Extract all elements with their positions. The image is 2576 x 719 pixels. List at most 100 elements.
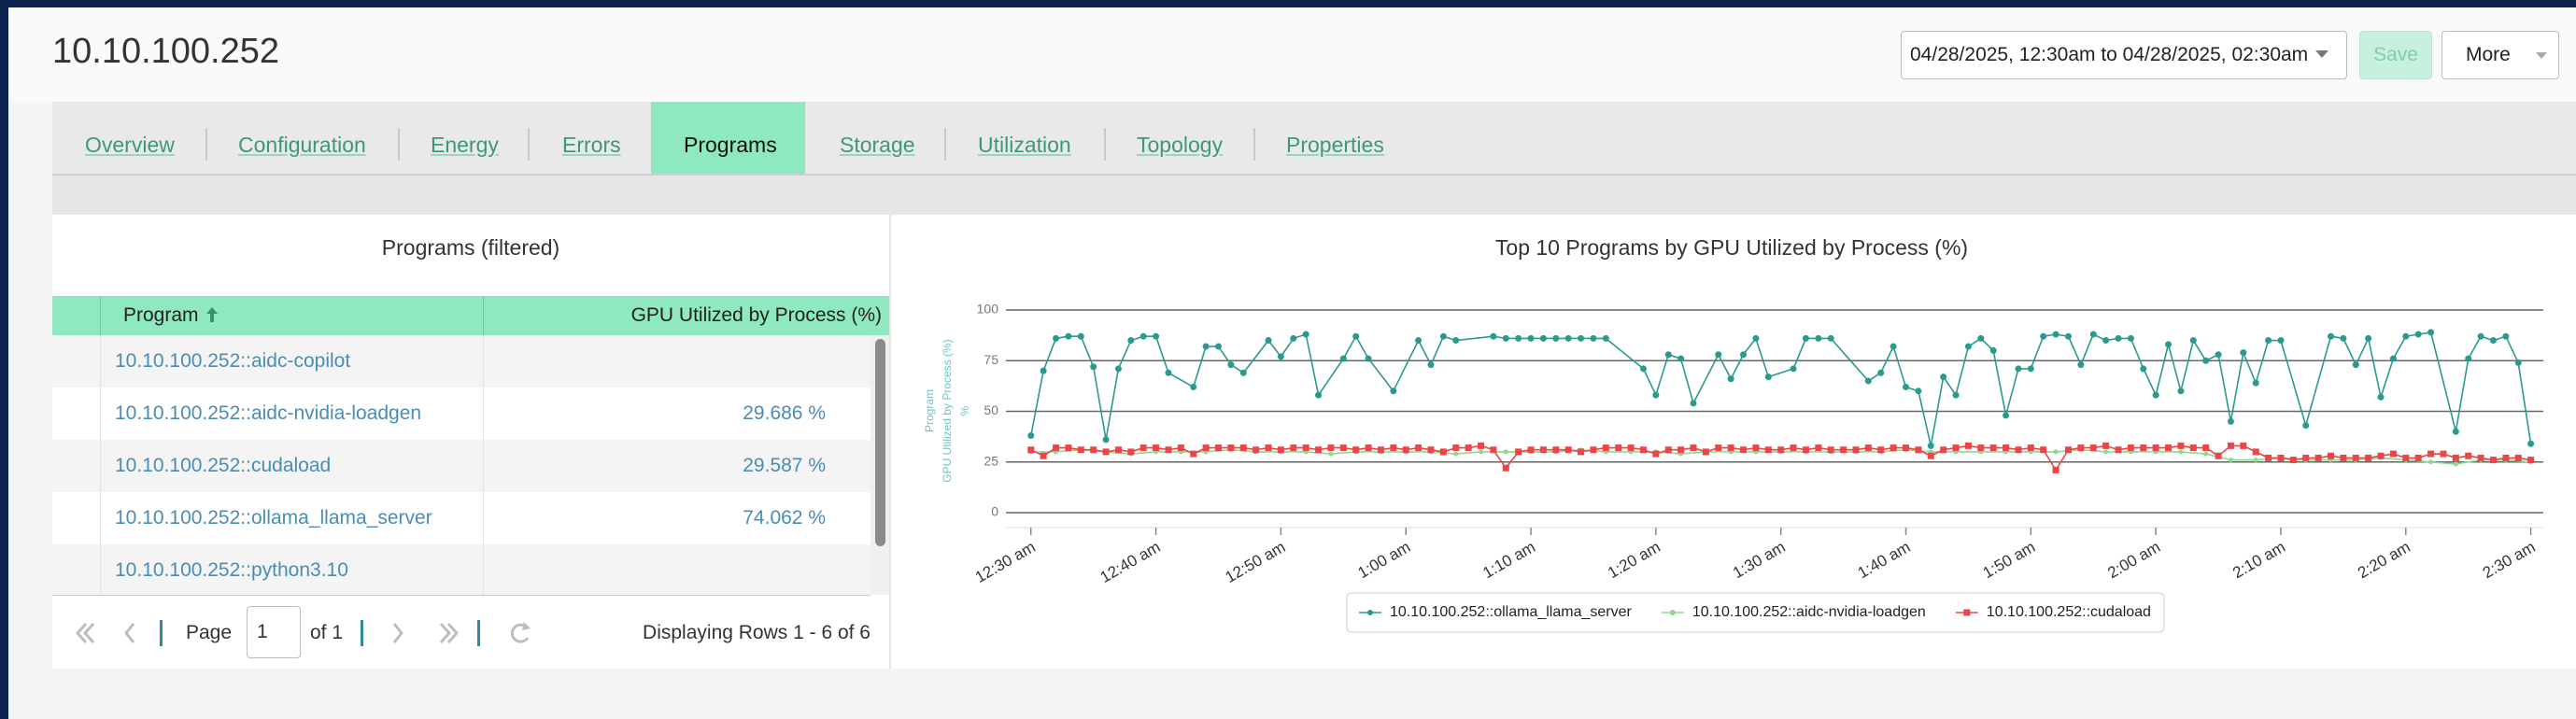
tab[interactable]: Programs <box>684 133 777 157</box>
point <box>1478 442 1485 449</box>
y-tick-label: 0 <box>991 504 998 519</box>
point <box>2340 334 2347 342</box>
save-button[interactable]: Save <box>2359 31 2432 79</box>
point <box>1053 444 1060 452</box>
x-tick-label: 2:10 am <box>2229 538 2288 582</box>
point <box>1715 444 1722 452</box>
program-cell[interactable]: 10.10.100.252::cudaload <box>115 455 332 476</box>
last-page[interactable] <box>439 622 460 644</box>
point <box>1877 446 1885 454</box>
column-header[interactable]: Program <box>123 296 219 335</box>
next-page[interactable] <box>392 623 403 643</box>
prev-page[interactable] <box>124 623 135 643</box>
tab[interactable]: Errors <box>562 133 621 157</box>
point <box>1827 446 1834 454</box>
point <box>2052 466 2059 473</box>
tab[interactable]: Overview <box>85 133 175 157</box>
point <box>1578 448 1585 456</box>
more-text: More <box>2466 44 2511 65</box>
point <box>1114 446 1122 454</box>
point <box>1277 446 1284 454</box>
point <box>2489 457 2497 464</box>
point <box>1139 332 1147 340</box>
point <box>1539 446 1547 454</box>
point <box>2277 454 2285 461</box>
page-input[interactable]: 1 <box>247 606 301 658</box>
point <box>2140 365 2147 373</box>
tab[interactable]: Properties <box>1286 133 1384 157</box>
point <box>1253 446 1260 454</box>
point <box>1903 444 1910 452</box>
table-row[interactable]: 10.10.100.252::python3.10 <box>52 544 870 595</box>
table-row[interactable]: 10.10.100.252::cudaload 29.587 % <box>52 440 870 493</box>
table-row[interactable]: 10.10.100.252::ollama_llama_server 74.062… <box>52 492 870 545</box>
point <box>2089 331 2097 338</box>
tab[interactable]: Energy <box>431 133 499 157</box>
point <box>1802 446 1809 454</box>
tab[interactable]: Storage <box>840 133 915 157</box>
point <box>2377 452 2385 459</box>
point <box>1214 444 1222 452</box>
x-tick-label: 1:40 am <box>1855 538 1914 582</box>
y-tick-label: 100 <box>977 302 999 317</box>
x-tick-label: 12:50 am <box>1223 538 1289 586</box>
point <box>2228 458 2233 463</box>
tab[interactable]: Utilization <box>978 133 1071 157</box>
point <box>1352 446 1360 454</box>
program-cell[interactable]: 10.10.100.252::python3.10 <box>115 559 348 581</box>
point <box>1590 334 1597 342</box>
tab[interactable]: Topology <box>1137 133 1224 157</box>
point <box>1790 444 1797 452</box>
point <box>1964 442 1972 449</box>
tab-separator <box>205 128 207 161</box>
program-cell[interactable]: 10.10.100.252::ollama_llama_server <box>115 507 432 529</box>
table-row[interactable]: 10.10.100.252::aidc-nvidia-loadgen 29.686… <box>52 388 870 441</box>
point <box>1202 444 1210 452</box>
tab[interactable]: Configuration <box>238 133 366 157</box>
point <box>1903 383 1910 390</box>
program-cell[interactable]: 10.10.100.252::aidc-nvidia-loadgen <box>115 402 422 424</box>
point <box>2077 444 2085 452</box>
date-range-picker[interactable]: 04/28/2025, 12:30am to 04/28/2025, 02:30… <box>1901 31 2347 79</box>
point <box>2003 444 2010 452</box>
point <box>1302 444 1309 452</box>
point <box>2527 457 2535 464</box>
y-axis-label: % <box>958 405 971 416</box>
point <box>1427 446 1435 454</box>
point <box>1652 391 1660 399</box>
point <box>2328 452 2335 459</box>
table-title: Programs (filtered) <box>381 235 560 260</box>
point <box>1315 446 1323 454</box>
point <box>2215 351 2222 359</box>
point <box>1864 444 1872 452</box>
point <box>2352 454 2359 461</box>
point <box>1239 444 1247 452</box>
more-button[interactable]: More <box>2442 31 2559 79</box>
column-header[interactable]: GPU Utilized by Process (%) <box>630 304 882 326</box>
scrollbar[interactable] <box>875 339 885 546</box>
point <box>2202 357 2210 364</box>
point <box>1677 446 1685 454</box>
point <box>2177 442 2185 449</box>
point <box>2040 332 2047 340</box>
page-title: 10.10.100.252 <box>52 32 280 71</box>
first-page[interactable] <box>75 622 95 644</box>
refresh[interactable] <box>510 623 530 643</box>
point <box>1740 351 1748 359</box>
point <box>1439 448 1447 456</box>
point <box>2465 452 2472 459</box>
point <box>2453 461 2458 467</box>
point <box>1764 374 1772 381</box>
program-cell[interactable]: 10.10.100.252::aidc-copilot <box>115 350 351 372</box>
point <box>2477 332 2484 340</box>
point <box>2477 454 2484 461</box>
point <box>2227 417 2234 425</box>
point <box>1539 334 1547 342</box>
point <box>2053 449 2059 455</box>
point <box>1027 432 1035 440</box>
point <box>2314 454 2322 461</box>
x-tick-label: 12:40 am <box>1097 538 1164 586</box>
point <box>2514 359 2522 366</box>
point <box>1503 449 1508 455</box>
